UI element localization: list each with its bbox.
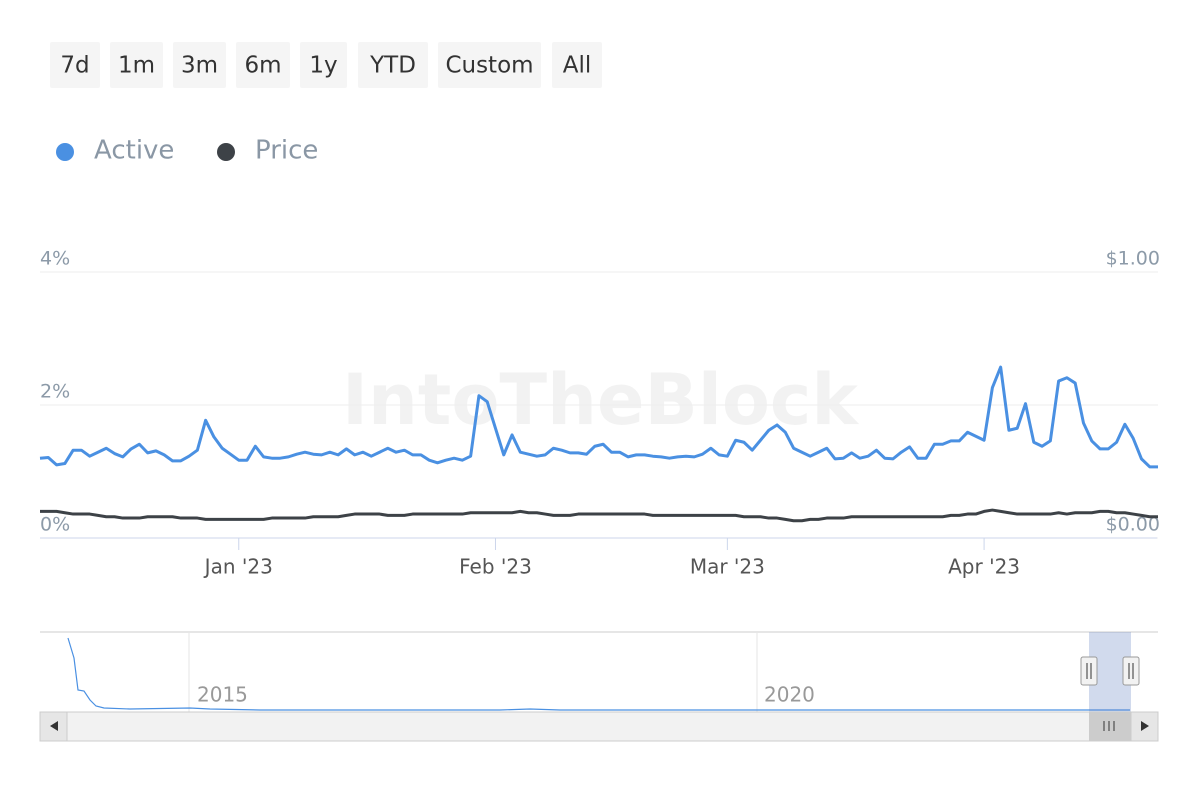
series-line (40, 508, 1158, 523)
range-button-label[interactable]: 7d (60, 53, 89, 79)
scrollbar-thumb[interactable] (1089, 712, 1131, 741)
navigator-handle[interactable] (1122, 656, 1140, 686)
range-button[interactable] (438, 42, 541, 88)
navigator-line (67, 637, 1130, 711)
x-tick-label: Mar '23 (690, 555, 765, 579)
range-button[interactable] (50, 42, 100, 88)
x-tick-label: Jan '23 (203, 555, 273, 579)
range-button[interactable] (358, 42, 428, 88)
arrow-left (50, 721, 58, 731)
series-line (39, 365, 1158, 469)
legend-label[interactable]: Active (94, 136, 174, 166)
navigator-label: 2015 (197, 683, 248, 707)
y-tick-label: 4% (40, 248, 70, 270)
x-tick-label: Apr '23 (948, 555, 1020, 579)
range-button-label[interactable]: YTD (369, 53, 416, 79)
scrollbar (39, 711, 1159, 742)
range-button-label[interactable]: 1y (309, 53, 337, 79)
scrollbar-track[interactable] (39, 711, 1159, 742)
x-tick-label: Feb '23 (459, 555, 532, 579)
y2-tick-label: $1.00 (1106, 248, 1160, 270)
legend-marker[interactable] (56, 143, 74, 161)
navigator: 2015 2020 (40, 631, 1158, 712)
range-button-label[interactable]: 1m (118, 53, 155, 79)
range-button[interactable] (552, 42, 602, 88)
legend-label[interactable]: Price (255, 136, 318, 166)
range-button-label[interactable]: All (563, 53, 592, 79)
range-button[interactable] (110, 42, 163, 88)
legend-marker[interactable] (217, 143, 235, 161)
range-button[interactable] (300, 42, 347, 88)
y-tick-label: 0% (40, 514, 70, 536)
y-tick-label: 2% (40, 381, 70, 403)
arrow-right (1141, 721, 1149, 731)
range-button[interactable] (236, 42, 290, 88)
navigator-label: 2020 (764, 683, 815, 707)
range-button[interactable] (173, 42, 226, 88)
navigator-handle[interactable] (1080, 656, 1098, 686)
range-button-label[interactable]: Custom (445, 53, 533, 79)
range-button-label[interactable]: 3m (181, 53, 218, 79)
range-button-label[interactable]: 6m (244, 53, 281, 79)
y2-tick-label: $0.00 (1106, 514, 1160, 536)
